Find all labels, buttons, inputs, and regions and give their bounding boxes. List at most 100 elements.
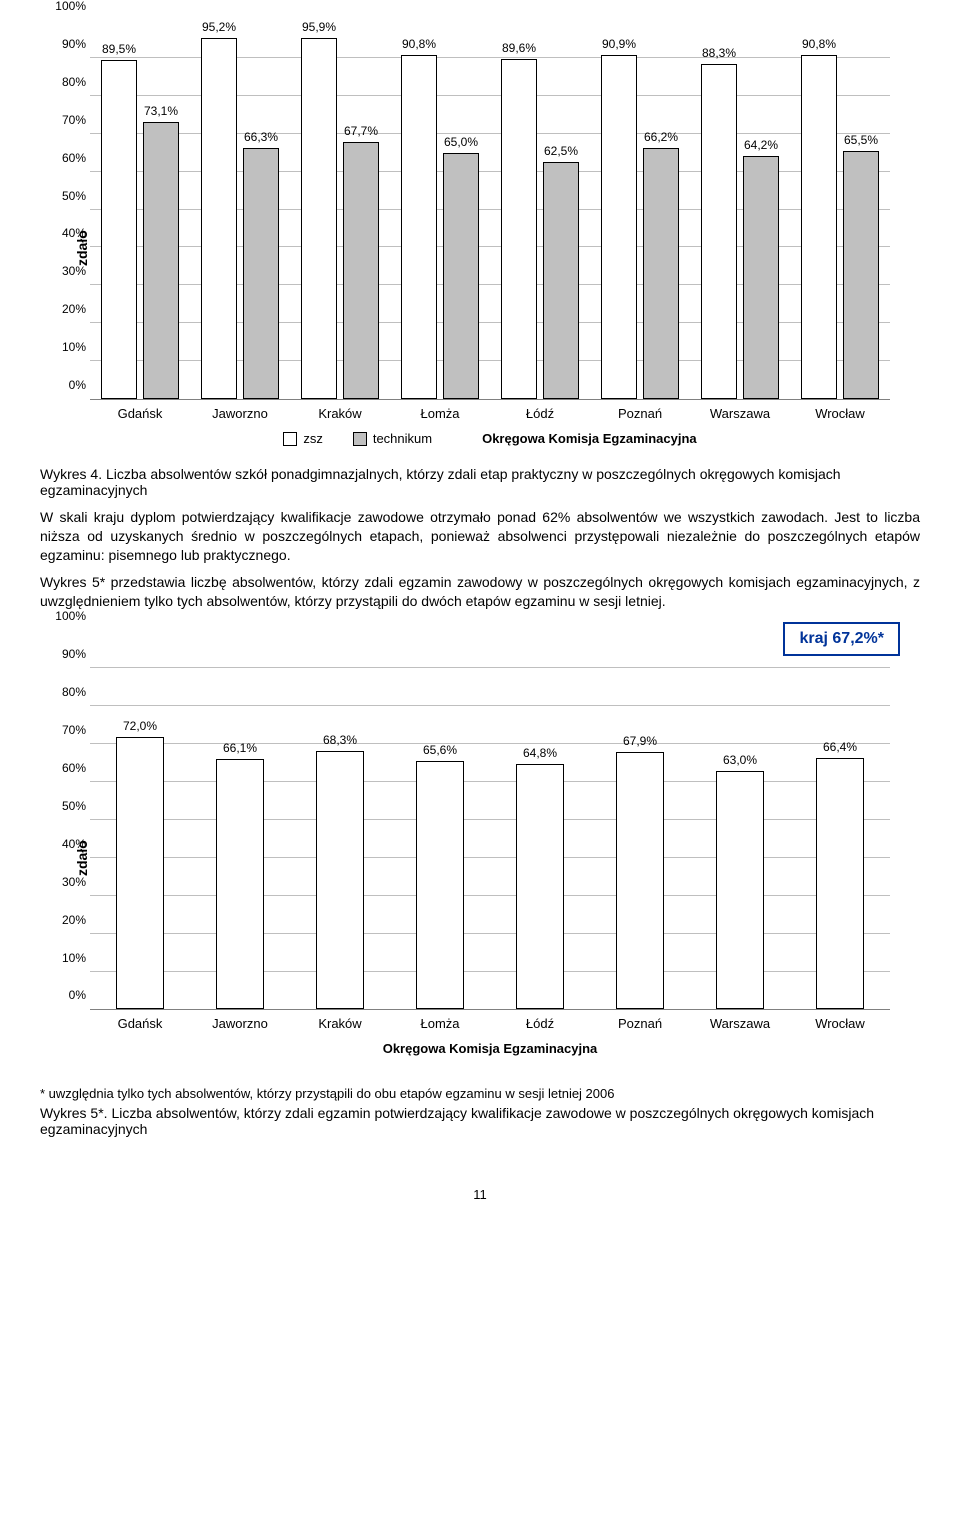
bar-slot: 65,6% [416, 630, 464, 1009]
bar-value-label: 90,9% [602, 37, 636, 51]
legend-label-technikum: technikum [373, 431, 432, 446]
bar-value-label: 62,5% [544, 144, 578, 158]
y-tick-label: 0% [42, 378, 86, 392]
y-tick-label: 50% [42, 799, 86, 813]
bar-rect [143, 122, 179, 399]
bar-value-label: 90,8% [402, 37, 436, 51]
chart1-x-ticks: GdańskJaworznoKrakówŁomżaŁódźPoznańWarsz… [90, 406, 890, 421]
x-tick-label: Warszawa [690, 1016, 790, 1031]
bar-slot: 65,5% [843, 20, 879, 399]
x-tick-label: Warszawa [690, 406, 790, 421]
y-tick-label: 0% [42, 988, 86, 1002]
bar-value-label: 66,3% [244, 130, 278, 144]
bar-rect [416, 761, 464, 1010]
bar-group: 89,5%73,1% [90, 20, 190, 399]
legend-item-technikum: technikum [353, 431, 432, 446]
page-number: 11 [40, 1187, 920, 1202]
bar-slot: 66,2% [643, 20, 679, 399]
y-tick-label: 20% [42, 913, 86, 927]
y-tick-label: 100% [42, 0, 86, 13]
bar-rect [543, 162, 579, 399]
bar-value-label: 95,9% [302, 20, 336, 34]
paragraph-1: W skali kraju dyplom potwierdzający kwal… [40, 508, 920, 565]
bar-group: 67,9% [590, 630, 690, 1009]
bar-slot: 64,2% [743, 20, 779, 399]
y-tick-label: 20% [42, 302, 86, 316]
bar-value-label: 67,7% [344, 124, 378, 138]
bar-slot: 66,3% [243, 20, 279, 399]
bar-group: 68,3% [290, 630, 390, 1009]
caption-wykres-5: Wykres 5*. Liczba absolwentów, którzy zd… [40, 1105, 920, 1137]
bar-value-label: 65,5% [844, 133, 878, 147]
swatch-zsz [283, 432, 297, 446]
bar-group: 88,3% 64,2% [690, 20, 790, 399]
bar-group: 90,8% 65,5% [790, 20, 890, 399]
x-tick-label: Kraków [290, 1016, 390, 1031]
y-tick-label: 70% [42, 113, 86, 127]
bar-slot: 89,6% [501, 20, 537, 399]
bar-value-label: 64,2% [744, 138, 778, 152]
bar-rect [243, 148, 279, 399]
bar-value-label: 66,2% [644, 130, 678, 144]
y-tick-label: 10% [42, 951, 86, 965]
y-tick-label: 60% [42, 151, 86, 165]
y-tick-label: 40% [42, 837, 86, 851]
bar-rect [501, 59, 537, 399]
legend-item-zsz: zsz [283, 431, 323, 446]
bar-value-label: 72,0% [123, 719, 157, 733]
bar-rect [716, 771, 764, 1010]
bar-rect [216, 759, 264, 1010]
bar-slot: 88,3% [701, 20, 737, 399]
y-tick-label: 30% [42, 875, 86, 889]
bar-rect [343, 142, 379, 399]
bar-group: 95,9% 67,7% [290, 20, 390, 399]
swatch-technikum [353, 432, 367, 446]
x-tick-label: Łomża [390, 406, 490, 421]
bar-value-label: 89,5% [102, 42, 136, 56]
bar-rect [616, 752, 664, 1009]
chart2-x-ticks: GdańskJaworznoKrakówŁomżaŁódźPoznańWarsz… [90, 1016, 890, 1031]
bar-rect [443, 153, 479, 399]
bar-group: 90,8% 65,0% [390, 20, 490, 399]
bar-slot: 65,0% [443, 20, 479, 399]
bar-value-label: 68,3% [323, 733, 357, 747]
y-tick-label: 90% [42, 647, 86, 661]
footnote: * uwzględnia tylko tych absolwentów, któ… [40, 1086, 920, 1101]
bar-slot: 63,0% [716, 630, 764, 1009]
x-tick-label: Poznań [590, 406, 690, 421]
bar-rect [743, 156, 779, 399]
y-tick-label: 80% [42, 685, 86, 699]
bar-group: 66,4% [790, 630, 890, 1009]
bar-slot: 72,0% [116, 630, 164, 1009]
bar-rect [643, 148, 679, 399]
bar-slot: 66,1% [216, 630, 264, 1009]
x-tick-label: Łomża [390, 1016, 490, 1031]
bar-rect [516, 764, 564, 1010]
bar-value-label: 67,9% [623, 734, 657, 748]
x-tick-label: Łódź [490, 1016, 590, 1031]
y-tick-label: 10% [42, 340, 86, 354]
chart-wykres-5: kraj 67,2%* zdało 0%10%20%30%40%50%60%70… [70, 630, 890, 1056]
x-tick-label: Poznań [590, 1016, 690, 1031]
bar-value-label: 66,1% [223, 741, 257, 755]
bar-rect [701, 64, 737, 399]
chart2-axis-title-row: Okręgowa Komisja Egzaminacyjna [90, 1041, 890, 1056]
x-tick-label: Jaworzno [190, 1016, 290, 1031]
bar-group: 95,2% 66,3% [190, 20, 290, 399]
bar-value-label: 65,6% [423, 743, 457, 757]
chart1-x-axis-title: Okręgowa Komisja Egzaminacyjna [482, 431, 697, 446]
y-tick-label: 60% [42, 761, 86, 775]
caption-wykres-4: Wykres 4. Liczba absolwentów szkół ponad… [40, 466, 920, 498]
bar-rect [301, 38, 337, 399]
x-tick-label: Gdańsk [90, 1016, 190, 1031]
bar-value-label: 90,8% [802, 37, 836, 51]
chart1-plot-area: 0%10%20%30%40%50%60%70%80%90%100% 89,5%7… [90, 20, 890, 400]
bar-value-label: 95,2% [202, 20, 236, 34]
bar-rect [801, 55, 837, 399]
x-tick-label: Gdańsk [90, 406, 190, 421]
bar-rect [816, 758, 864, 1010]
x-tick-label: Wrocław [790, 406, 890, 421]
legend-label-zsz: zsz [303, 431, 323, 446]
bar-group: 63,0% [690, 630, 790, 1009]
bar-value-label: 89,6% [502, 41, 536, 55]
